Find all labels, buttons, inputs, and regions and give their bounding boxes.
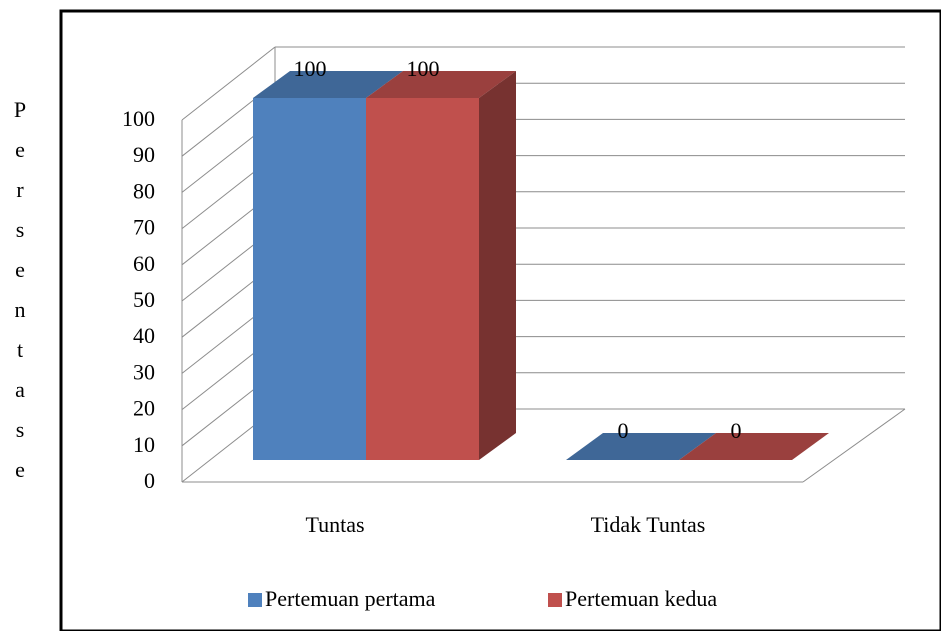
y-tick-label: 100 (122, 106, 155, 131)
y-tick-label: 80 (133, 178, 155, 203)
legend-label: Pertemuan kedua (565, 586, 717, 611)
y-tick-label: 30 (133, 359, 155, 384)
data-label: 100 (407, 56, 440, 81)
y-tick-label: 50 (133, 287, 155, 312)
y-tick-label: 90 (133, 142, 155, 167)
bar-top (366, 71, 516, 98)
bar-top (253, 71, 403, 98)
y-tick-label: 0 (144, 468, 155, 493)
legend-swatch (248, 593, 262, 607)
x-tick-label: Tidak Tuntas (591, 512, 706, 537)
data-label: 0 (731, 418, 742, 443)
bar-side (479, 71, 516, 460)
grid-line (181, 46, 276, 121)
floor-edge (802, 408, 906, 483)
data-label: 0 (618, 418, 629, 443)
y-tick-label: 60 (133, 251, 155, 276)
y-tick-label: 20 (133, 396, 155, 421)
data-label: 100 (294, 56, 327, 81)
y-tick-label: 10 (133, 432, 155, 457)
legend-swatch (548, 593, 562, 607)
x-tick-label: Tuntas (305, 512, 364, 537)
legend-label: Pertemuan pertama (265, 586, 436, 611)
y-tick-label: 40 (133, 323, 155, 348)
bar (366, 98, 479, 460)
bar-top (566, 433, 716, 460)
bar (253, 98, 366, 460)
bar-top (679, 433, 829, 460)
y-tick-label: 70 (133, 215, 155, 240)
